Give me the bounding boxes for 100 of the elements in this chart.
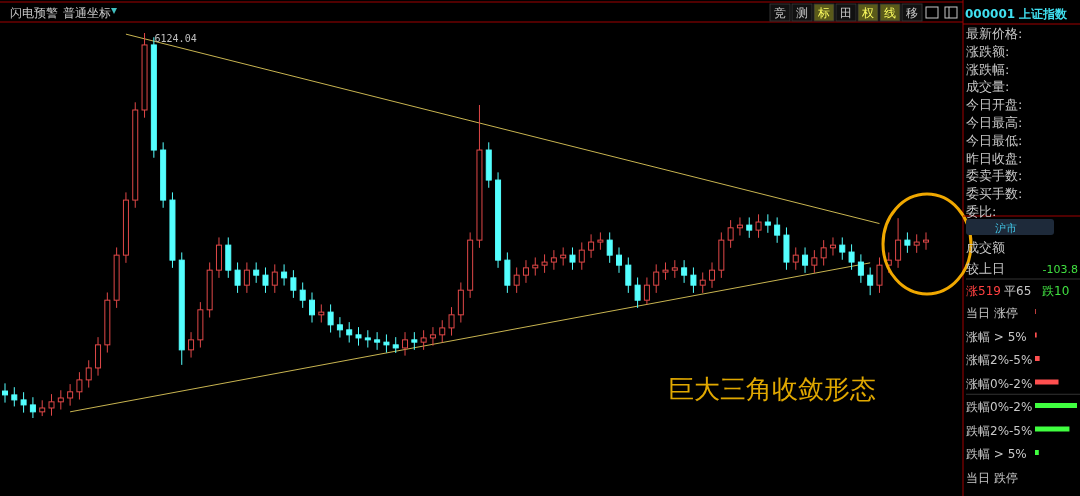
candlestick: [746, 216, 753, 239]
y-tick-label: 跌幅 > 5%: [966, 447, 1027, 461]
y-tick-label: 跌幅0%-2%: [966, 400, 1033, 414]
candlestick: [829, 236, 836, 257]
chart-title: 000001 上证指数: [965, 7, 1069, 21]
text: 移: [906, 6, 918, 20]
candlestick: [76, 371, 83, 401]
candlestick: [709, 261, 716, 289]
text: 涨跌幅:: [966, 61, 1010, 77]
bar: [1035, 403, 1077, 408]
candlestick: [699, 271, 706, 294]
text: 权: [861, 6, 874, 20]
candlestick: [522, 259, 529, 284]
candlestick: [188, 331, 195, 359]
text: 今日最高:: [966, 115, 1023, 130]
text: 成交量:: [966, 79, 1010, 95]
candlestick: [625, 256, 632, 294]
text: 涨519: [966, 284, 1001, 298]
y-tick-label: 当日 涨停: [966, 306, 1018, 320]
text: 跌10: [1042, 284, 1070, 298]
y-tick-label: 涨幅2%-5%: [966, 353, 1033, 367]
candlestick: [355, 326, 362, 347]
y-tick-label: 涨幅 > 5%: [966, 329, 1027, 344]
candlestick: [402, 331, 409, 357]
candlestick: [290, 269, 297, 299]
candlestick: [876, 256, 883, 294]
candlestick: [764, 213, 771, 234]
candlestick: [802, 246, 809, 274]
candlestick: [634, 276, 641, 309]
candlestick: [234, 261, 241, 294]
candlestick: [550, 249, 557, 271]
text: 田: [840, 6, 852, 20]
text: 涨跌额:: [966, 43, 1010, 59]
candlestick: [811, 249, 818, 274]
text: 竞: [774, 6, 786, 20]
candlestick: [318, 303, 325, 324]
text: 标: [817, 6, 830, 20]
candlestick: [681, 259, 688, 284]
candlestick: [839, 236, 846, 261]
candlestick: [857, 253, 864, 284]
candlestick: [57, 389, 64, 411]
candlestick: [262, 266, 269, 294]
text: 普通坐标: [63, 6, 111, 20]
text: 线: [884, 6, 896, 20]
candlestick: [85, 359, 92, 389]
candlestick: [439, 319, 446, 344]
candlestick: [448, 306, 455, 337]
y-tick-label: 当日 跌停: [966, 470, 1018, 485]
candlestick: [848, 243, 855, 271]
candlestick: [20, 391, 27, 414]
candlestick: [643, 276, 650, 305]
text: 委卖手数:: [966, 168, 1023, 184]
candlestick: [736, 216, 743, 237]
candlestick: [569, 246, 576, 271]
text: 闪电预警: [10, 6, 58, 20]
text: 测: [796, 6, 808, 20]
candlestick: [727, 219, 734, 249]
candlestick: [895, 217, 902, 269]
text: 平65: [1004, 284, 1032, 298]
text: 较上日: [966, 261, 1005, 276]
candlestick: [774, 216, 781, 244]
text: 委比:: [966, 204, 997, 219]
candlestick: [336, 316, 343, 339]
candlestick: [820, 239, 827, 267]
candlestick: [299, 281, 306, 309]
y-tick-label: 跌幅2%-5%: [966, 423, 1033, 438]
text: 沪市: [995, 222, 1017, 235]
text: -103.8: [1042, 263, 1078, 276]
candlestick: [281, 263, 288, 287]
candlestick: [541, 253, 548, 274]
candlestick: [513, 266, 520, 294]
candlestick: [532, 256, 539, 277]
candlestick: [383, 333, 390, 354]
text: 今日开盘:: [966, 97, 1023, 113]
candlestick: [327, 303, 334, 334]
candlestick: [29, 396, 36, 419]
candlestick: [606, 231, 613, 264]
candlestick: [346, 321, 353, 344]
candlestick: [616, 246, 622, 274]
candlestick: [253, 261, 260, 284]
candlestick: [420, 329, 427, 351]
candlestick: [48, 393, 55, 417]
candlestick: [578, 241, 585, 271]
candlestick: [95, 336, 102, 377]
candlestick: [271, 263, 278, 294]
candlestick: [913, 233, 920, 254]
text: 委买手数:: [966, 186, 1023, 202]
candlestick: [243, 261, 250, 294]
candlestick: [653, 263, 660, 294]
candlestick: [755, 213, 762, 239]
candlestick: [792, 246, 799, 271]
candlestick: [2, 382, 8, 404]
candlestick: [560, 246, 567, 267]
bar: [1035, 426, 1070, 432]
annotation: 6124.04: [154, 33, 197, 44]
bar: [1035, 379, 1059, 385]
annotation: 巨大三角收敛形态: [668, 374, 876, 404]
text: 最新价格:: [966, 26, 1023, 41]
candlestick: [11, 386, 18, 407]
candlestick: [923, 231, 929, 251]
